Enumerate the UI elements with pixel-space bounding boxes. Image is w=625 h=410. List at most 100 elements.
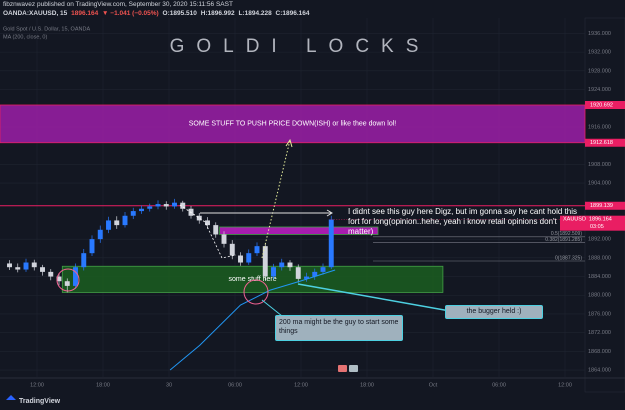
candle-body	[73, 267, 78, 286]
candle-body	[139, 208, 144, 212]
price-tag	[585, 138, 625, 147]
highlight-circle	[243, 279, 269, 305]
candle-body	[312, 271, 318, 277]
candle-body	[262, 246, 268, 277]
ma-label: MA (200, close, 0)	[3, 34, 47, 40]
x-tick-label: 18:00	[360, 382, 374, 388]
price-tag-label: 1899.139	[590, 203, 613, 209]
brand: TradingView	[19, 398, 61, 405]
series-label: Gold Spot / U.S. Dollar, 15, OANDA	[3, 26, 90, 32]
y-tick-label: 1880.000	[588, 293, 611, 299]
price-tag-label: 1920.692	[590, 102, 613, 108]
fib-label: 0.5(1892.509)	[551, 231, 582, 237]
y-tick-label: 1936.000	[588, 31, 611, 37]
x-tick-label: 06:00	[492, 382, 506, 388]
y-tick-label: 1904.000	[588, 180, 611, 186]
y-tick-label: 1916.000	[588, 124, 611, 130]
last-price-tag	[560, 215, 625, 231]
candle-body	[31, 262, 37, 268]
candle-body	[196, 215, 202, 221]
highlight-circle	[56, 268, 80, 292]
candle-body	[221, 234, 227, 244]
fib-label: 0.382(1891.285)	[545, 237, 582, 243]
candle-body	[163, 204, 169, 207]
y-tick-label: 1928.000	[588, 68, 611, 74]
last-price-label: XAUUSD 1896.164	[563, 217, 612, 223]
candle-body	[40, 267, 45, 272]
y-tick-label: 1892.000	[588, 237, 611, 243]
zone-label: some stuff here	[229, 276, 277, 283]
fib-label: 0(1887.325)	[555, 255, 582, 261]
x-tick-label: 18:00	[96, 382, 110, 388]
symbol-line: OANDA:XAUUSD, 15 1896.164 ▼ −1.041 (−0.0…	[3, 10, 312, 17]
candle-body	[172, 202, 177, 207]
price-tag	[585, 201, 625, 210]
projection-arrow	[261, 139, 291, 259]
arrow-head	[326, 209, 333, 217]
y-tick-label: 1876.000	[588, 311, 611, 317]
last-price-value: 1896.164	[589, 217, 612, 223]
zone-label: SOME STUFF TO PUSH PRICE DOWN(ISH) or li…	[189, 121, 397, 128]
x-tick-label: 12:00	[294, 382, 308, 388]
callout-line	[261, 299, 283, 317]
y-tick-label: 1872.000	[588, 330, 611, 336]
symbol: OANDA:XAUUSD, 15	[3, 10, 68, 17]
countdown: 03:05	[590, 224, 604, 230]
annotation-callout: 200 ma might be the guy to start some th…	[275, 315, 403, 341]
x-tick-label: 12:00	[558, 382, 572, 388]
candle-body	[56, 276, 62, 282]
candle-body	[213, 225, 219, 235]
x-tick-label: 12:00	[30, 382, 44, 388]
ohlc-low: L:1894.228	[238, 10, 272, 17]
y-tick-label: 1884.000	[588, 274, 611, 280]
candle-body	[147, 206, 153, 209]
zone	[219, 226, 379, 235]
annotation-callout: the bugger held :)	[445, 305, 543, 319]
candle-body	[81, 253, 87, 268]
y-tick-label: 1908.000	[588, 162, 611, 168]
ohlc-open: O:1895.510	[162, 10, 197, 17]
candle-body	[254, 246, 260, 254]
candle-body	[97, 229, 103, 240]
candle-body	[279, 262, 285, 268]
candle-body	[122, 215, 128, 226]
flag-icon	[349, 365, 358, 372]
candle-body	[114, 220, 120, 226]
annotation-note: I didnt see this guy here Digz, but im g…	[348, 207, 578, 236]
candle-body	[271, 267, 276, 277]
price-tag-label: 1912.618	[590, 140, 613, 146]
flag-icon	[338, 365, 347, 372]
x-tick-label: 06:00	[228, 382, 242, 388]
x-tick-label: Oct	[429, 382, 438, 388]
y-tick-label: 1864.000	[588, 368, 611, 374]
zone	[0, 104, 586, 144]
candle-body	[246, 253, 252, 263]
y-tick-label: 1932.000	[588, 50, 611, 56]
zone	[61, 265, 444, 293]
candle-body	[15, 267, 21, 270]
candle-body	[23, 262, 29, 270]
price-tag	[585, 100, 625, 109]
publisher-line: fibznwavez published on TradingView.com,…	[3, 1, 233, 8]
y-tick-label: 1868.000	[588, 349, 611, 355]
candle-body	[155, 204, 161, 207]
candle-body	[89, 239, 95, 254]
candle-body	[48, 271, 54, 277]
candle-body	[287, 262, 293, 268]
ohlc-high: H:1896.992	[200, 10, 235, 17]
candle-body	[106, 220, 111, 230]
x-tick-label: 30	[166, 382, 172, 388]
candle-body	[295, 267, 301, 279]
candle-body	[328, 219, 334, 268]
candle-body	[130, 211, 136, 216]
moving-average	[169, 269, 336, 371]
candle-body	[64, 281, 70, 286]
callout-line	[297, 283, 451, 312]
y-tick-label: 1888.000	[588, 255, 611, 261]
candle-body	[180, 202, 186, 209]
chart-title: GOLDI LOCKS	[170, 36, 431, 57]
candle-body	[229, 243, 235, 256]
ohlc-close: C:1896.164	[275, 10, 310, 17]
